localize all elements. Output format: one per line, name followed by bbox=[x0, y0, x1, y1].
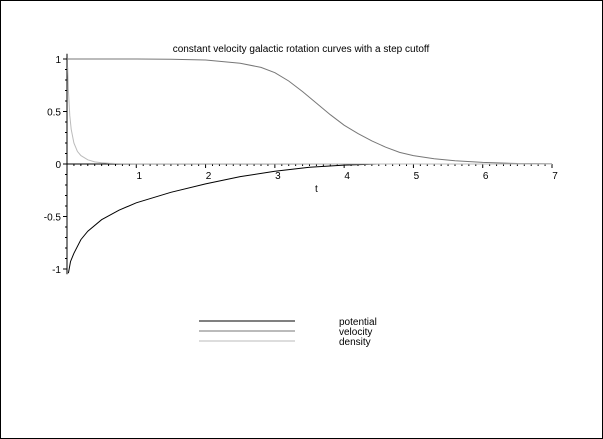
x-axis-label: t bbox=[315, 184, 318, 195]
x-tick-label: 4 bbox=[344, 171, 350, 182]
chart-title: constant velocity galactic rotation curv… bbox=[173, 44, 430, 55]
legend-label-density: density bbox=[339, 337, 371, 348]
x-tick-label: 1 bbox=[137, 171, 143, 182]
series-layer bbox=[67, 58, 553, 274]
x-tick-label: 2 bbox=[206, 171, 212, 182]
x-tick-label: 6 bbox=[483, 171, 489, 182]
y-tick-label: 1 bbox=[55, 55, 61, 66]
y-tick-label: 0.5 bbox=[47, 108, 61, 119]
series-line-velocity bbox=[67, 58, 553, 165]
series-line-density bbox=[67, 67, 553, 165]
y-tick-label: -1 bbox=[52, 265, 61, 276]
y-tick-label: -0.5 bbox=[44, 213, 62, 224]
x-tick-label: 3 bbox=[275, 171, 281, 182]
legend-label-potential: potential bbox=[339, 317, 377, 328]
y-tick-label: 0 bbox=[55, 160, 61, 171]
legend-label-velocity: velocity bbox=[339, 327, 372, 338]
x-tick-label: 5 bbox=[414, 171, 420, 182]
x-tick-label: 7 bbox=[552, 171, 558, 182]
axes: 1 2 3 4 5 6 7 -1 -0.5 0 0.5 1 bbox=[44, 53, 558, 276]
